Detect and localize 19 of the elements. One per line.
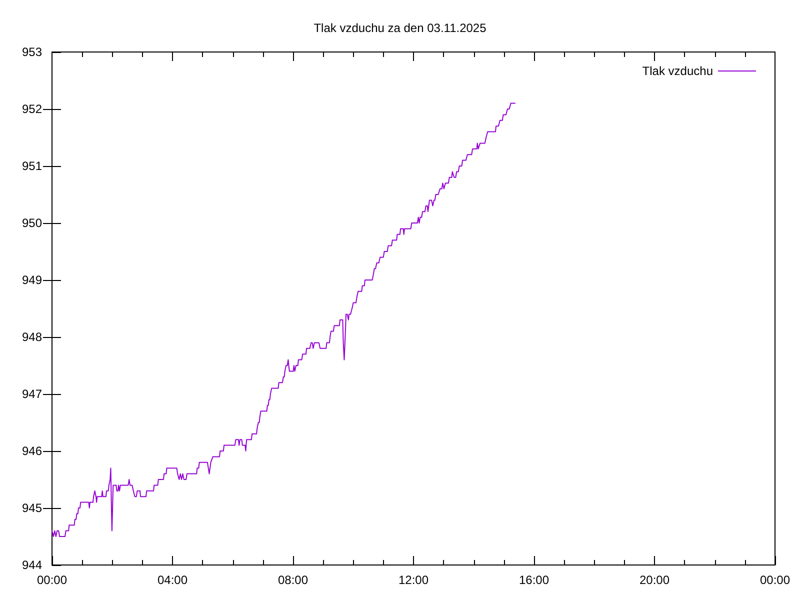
x-tick-label: 20:00 bbox=[639, 573, 670, 587]
y-tick-label: 949 bbox=[22, 273, 42, 287]
x-tick-label: 08:00 bbox=[278, 573, 308, 587]
x-tick-label: 04:00 bbox=[157, 573, 188, 587]
y-tick-label: 946 bbox=[22, 444, 42, 458]
y-tick-label: 947 bbox=[22, 387, 42, 401]
y-tick-label: 951 bbox=[22, 159, 42, 173]
x-tick-label: 12:00 bbox=[398, 573, 429, 587]
y-tick-label: 948 bbox=[22, 330, 42, 344]
y-tick-label: 950 bbox=[22, 216, 42, 230]
legend-label: Tlak vzduchu bbox=[642, 64, 713, 78]
y-tick-label: 944 bbox=[22, 558, 42, 572]
x-tick-label: 00:00 bbox=[760, 573, 790, 587]
x-tick-label: 00:00 bbox=[36, 573, 68, 587]
y-tick-label: 952 bbox=[22, 102, 42, 116]
chart-title: Tlak vzduchu za den 03.11.2025 bbox=[314, 21, 487, 35]
x-tick-label: 16:00 bbox=[518, 573, 550, 587]
y-tick-label: 953 bbox=[22, 45, 42, 59]
y-tick-label: 945 bbox=[22, 501, 42, 515]
